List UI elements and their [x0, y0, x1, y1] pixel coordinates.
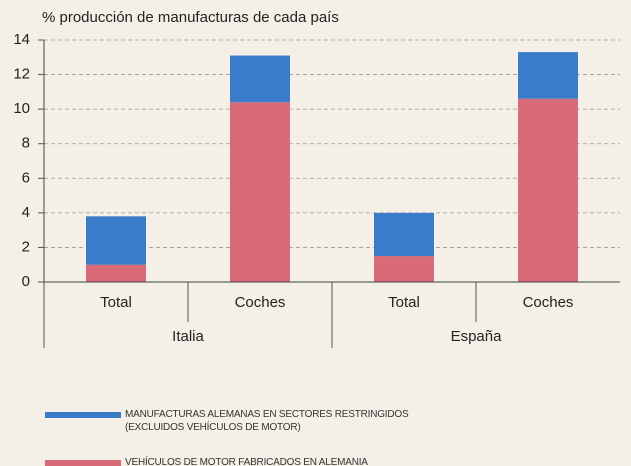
- y-axis-label: % producción de manufacturas de cada paí…: [42, 9, 339, 26]
- y-tick-label: 2: [22, 238, 30, 255]
- y-tick-label: 8: [22, 135, 30, 152]
- legend-label: VEHÍCULOS DE MOTOR FABRICADOS EN ALEMANI…: [125, 457, 368, 466]
- y-tick-label: 10: [13, 100, 30, 117]
- x-tick-label: Total: [100, 294, 132, 311]
- legend-swatch: [45, 412, 121, 418]
- y-tick-label: 6: [22, 169, 30, 186]
- bar-segment: [86, 216, 146, 265]
- group-label: Italia: [172, 328, 204, 345]
- bar-segment: [518, 98, 578, 283]
- x-tick-label: Coches: [235, 294, 286, 311]
- y-tick-label: 0: [22, 273, 30, 290]
- bar-segment: [374, 256, 434, 282]
- bar-segment: [86, 264, 146, 282]
- bar-segment: [518, 52, 578, 99]
- y-tick-label: 4: [22, 204, 30, 221]
- y-tick-label: 12: [13, 66, 30, 83]
- bar-segment: [374, 212, 434, 257]
- group-label: España: [451, 328, 503, 345]
- x-tick-label: Total: [388, 294, 420, 311]
- y-tick-label: 14: [13, 31, 30, 48]
- x-tick-label: Coches: [523, 294, 574, 311]
- bar-segment: [230, 102, 290, 282]
- chart: % producción de manufacturas de cada paí…: [13, 9, 620, 348]
- legend-label: MANUFACTURAS ALEMANAS EN SECTORES RESTRI…: [125, 409, 409, 433]
- bar-segment: [230, 55, 290, 103]
- legend-swatch: [45, 460, 121, 466]
